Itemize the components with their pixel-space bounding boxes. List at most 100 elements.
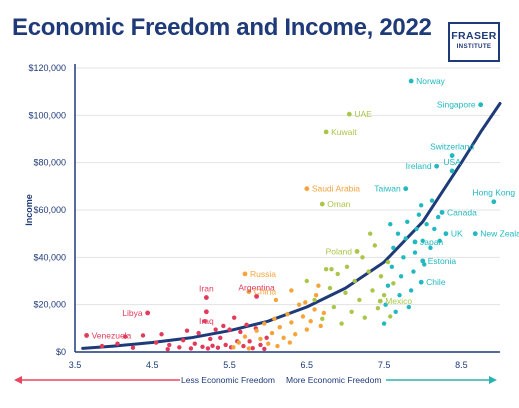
logo-line-1: FRASER: [451, 30, 497, 42]
x-tick-label: 6.5: [301, 360, 314, 370]
y-tick-label: $0: [56, 347, 66, 357]
data-point-usa: [449, 168, 455, 174]
data-point: [273, 297, 279, 303]
data-point: [435, 214, 441, 220]
data-point: [378, 274, 384, 279]
data-point-taiwan: [403, 186, 409, 192]
data-point: [391, 281, 396, 286]
data-point: [339, 321, 344, 326]
data-point: [221, 323, 226, 329]
data-point: [388, 314, 393, 319]
data-point: [265, 341, 271, 346]
data-point: [192, 341, 197, 346]
data-point-oman: [319, 201, 325, 207]
data-point-libya: [145, 310, 151, 316]
data-point-ireland: [434, 163, 440, 169]
data-point: [418, 203, 424, 208]
data-point: [383, 302, 388, 307]
data-point: [196, 330, 201, 336]
data-point: [231, 315, 237, 320]
data-point-poland: [354, 249, 360, 254]
data-point-estonia: [420, 258, 426, 264]
data-point: [250, 346, 255, 351]
data-point: [208, 336, 213, 342]
data-point-argentina: [254, 293, 259, 299]
data-point: [303, 300, 308, 305]
point-label-libya: Libya: [122, 308, 143, 318]
point-label-estonia: Estonia: [428, 256, 457, 266]
data-point: [375, 306, 381, 311]
data-point: [258, 336, 263, 342]
fraser-institute-logo: FRASER INSTITUTE: [448, 22, 500, 62]
x-tick-label: 3.5: [69, 360, 82, 370]
data-point: [262, 346, 267, 352]
data-point: [405, 219, 410, 225]
gridlines: [75, 67, 500, 306]
data-point: [316, 283, 321, 288]
data-point-mexico: [377, 298, 383, 304]
data-point-norway: [408, 78, 414, 84]
point-label-russia: Russia: [250, 269, 276, 279]
point-label-norway: Norway: [416, 76, 446, 86]
data-point: [388, 222, 393, 227]
data-point: [397, 293, 402, 298]
y-tick-label: $20,000: [33, 300, 66, 310]
data-point: [321, 310, 327, 316]
data-point: [313, 293, 319, 298]
data-point-new-zealand: [472, 231, 478, 237]
data-point: [289, 320, 294, 325]
chart-title: Economic Freedom and Income, 2022: [12, 14, 432, 41]
data-point: [202, 319, 208, 324]
x-tick-label: 7.5: [378, 360, 391, 370]
data-point: [213, 327, 218, 332]
data-point: [381, 321, 387, 326]
data-point: [159, 332, 164, 337]
point-label-china: China: [254, 287, 276, 297]
data-point: [398, 274, 404, 279]
data-point: [180, 337, 186, 343]
data-point: [140, 333, 146, 338]
data-point-singapore: [478, 102, 484, 108]
data-point: [437, 238, 442, 243]
data-point: [352, 278, 357, 284]
data-point: [320, 316, 325, 322]
data-point: [165, 346, 170, 352]
data-point: [416, 212, 422, 217]
data-point: [422, 262, 427, 267]
freedom-arrows: Less Economic Freedom More Economic Freed…: [14, 375, 497, 385]
point-label-japan: Japan: [420, 237, 443, 247]
data-point-china: [246, 289, 252, 295]
point-label-kuwait: Kuwait: [331, 127, 357, 137]
data-point: [372, 243, 378, 248]
more-freedom-label: More Economic Freedom: [286, 375, 381, 385]
data-point: [312, 307, 317, 312]
data-point: [289, 288, 294, 293]
point-label-switzerland: Switzerland: [430, 142, 474, 152]
data-point-venezuela: [84, 333, 89, 338]
data-point: [412, 250, 418, 255]
data-point: [381, 293, 387, 298]
data-point: [275, 343, 280, 349]
data-point: [244, 322, 249, 327]
data-point: [200, 344, 205, 349]
data-point: [318, 323, 323, 329]
y-tick-label: $60,000: [33, 205, 66, 215]
data-point: [327, 285, 333, 291]
data-point: [238, 329, 243, 335]
data-point: [343, 290, 348, 296]
point-label-canada: Canada: [447, 207, 477, 217]
data-point: [277, 324, 282, 330]
data-point: [367, 231, 373, 236]
data-point: [264, 335, 269, 340]
data-point: [304, 278, 310, 284]
point-label-singapore: Singapore: [437, 100, 476, 110]
data-point: [428, 245, 433, 251]
data-point-iran: [203, 295, 209, 300]
data-point: [370, 288, 375, 293]
data-point: [432, 226, 437, 232]
trend-curve: [81, 102, 502, 350]
data-point: [429, 198, 435, 203]
axes: $0 $20,000 $40,000 $60,000 $80,000 $100,000 $1…: [24, 63, 500, 370]
data-point: [331, 304, 337, 310]
data-point: [246, 346, 252, 351]
